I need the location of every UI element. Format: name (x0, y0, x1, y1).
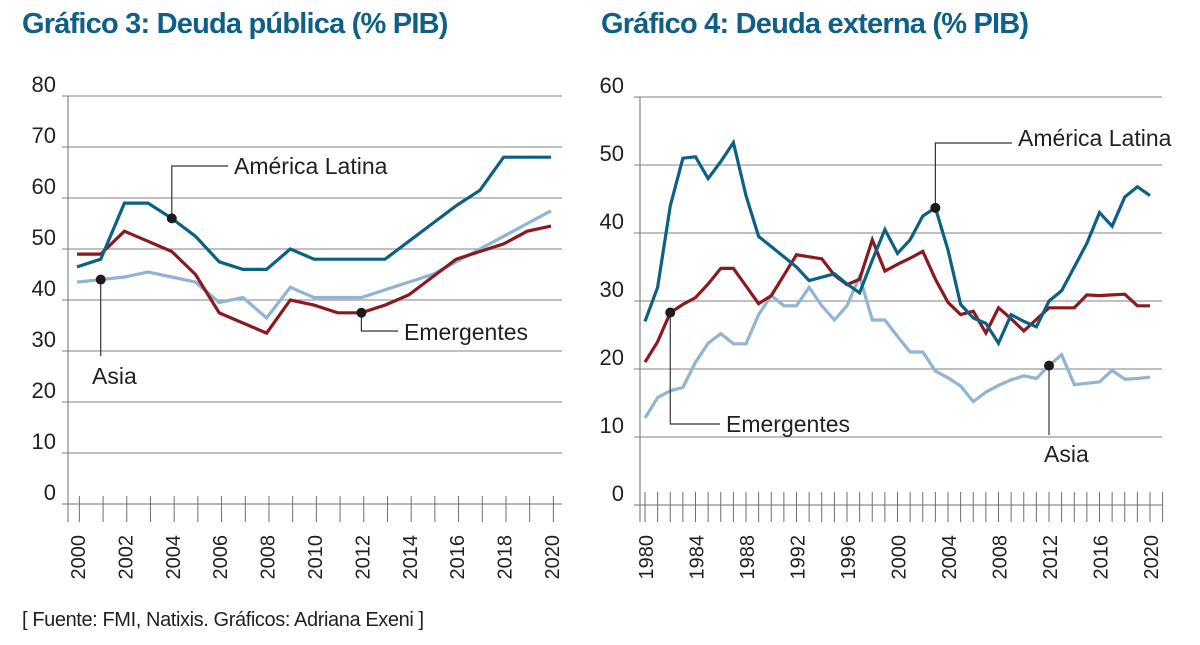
series-line-emergentes (77, 224, 552, 336)
source-caption: [ Fuente: FMI, Natixis. Gráficos: Adrian… (22, 609, 424, 631)
annotation-leader (934, 142, 1012, 208)
y-tick-label: 10 (32, 429, 56, 454)
x-tick-label: 2010 (305, 535, 327, 580)
y-tick-label: 60 (32, 174, 56, 199)
annotation-dot (95, 274, 106, 285)
annotation-label: Emergentes (726, 411, 850, 437)
x-tick-label: 1984 (687, 535, 709, 580)
x-tick-label: 2020 (542, 535, 564, 580)
annotation-leader (171, 165, 228, 219)
y-tick-label: 60 (600, 73, 624, 98)
x-tick-label: 1988 (737, 535, 759, 580)
x-tick-label: 2016 (1091, 535, 1113, 580)
y-tick-label: 50 (32, 225, 56, 250)
annotation-label: América Latina (234, 153, 388, 179)
x-tick-label: 2000 (68, 535, 90, 580)
x-tick-label: 1996 (838, 535, 860, 580)
y-tick-label: 40 (600, 209, 624, 234)
series-line-asia (643, 271, 1151, 419)
y-tick-label: 30 (600, 277, 624, 302)
y-tick-label: 20 (32, 378, 56, 403)
x-tick-label: 2008 (990, 535, 1012, 580)
x-tick-label: 2018 (495, 535, 517, 580)
annotation-dot (930, 202, 941, 213)
annotation-label: América Latina (1018, 125, 1172, 151)
x-tick-label: 2016 (447, 535, 469, 580)
y-tick-label: 10 (600, 413, 624, 438)
y-tick-label: 50 (600, 141, 624, 166)
y-tick-label: 70 (32, 123, 56, 148)
x-tick-label: 2020 (1141, 535, 1163, 580)
x-tick-label: 2002 (115, 535, 137, 580)
series-line-america-latina (643, 138, 1151, 347)
x-tick-label: 2004 (163, 535, 185, 580)
chart-4: 0 10 20 30 40 50 60 1980 1984 1988 1992 1996 2000 200… (600, 73, 1172, 580)
annotation-label: Asia (1044, 441, 1089, 467)
annotation-label: Asia (92, 363, 137, 389)
chart-3-title: Gráfico 3: Deuda pública (% PIB) (22, 8, 448, 40)
annotation-leader (360, 312, 398, 332)
chart-4-title: Gráfico 4: Deuda externa (% PIB) (601, 8, 1029, 40)
annotation-dot (166, 213, 177, 224)
x-tick-label: 2006 (210, 535, 232, 580)
x-tick-label: 2012 (1040, 535, 1062, 580)
x-tick-label: 2012 (352, 535, 374, 580)
annotation-leader (669, 312, 720, 425)
x-tick-label: 2004 (939, 535, 961, 580)
y-tick-label: 80 (32, 72, 56, 97)
x-tick-label: 1992 (788, 535, 810, 580)
annotation-dot (1044, 360, 1054, 371)
annotation-dot (356, 307, 367, 318)
series-line-america-latina (76, 155, 551, 271)
y-tick-label: 40 (32, 276, 56, 301)
chart-3: 0 10 20 30 40 50 60 70 80 2000 2002 2004 2006 2008 201… (32, 72, 564, 580)
x-tick-label: 1980 (636, 535, 658, 580)
x-tick-label: 2014 (400, 535, 422, 580)
x-tick-label: 2000 (889, 535, 911, 580)
y-tick-label: 0 (612, 481, 624, 506)
annotation-dot (665, 307, 676, 318)
y-tick-label: 30 (32, 327, 56, 352)
y-tick-label: 20 (600, 345, 624, 370)
y-tick-label: 0 (44, 480, 56, 505)
x-tick-label: 2008 (258, 535, 280, 580)
series-line-emergentes (643, 235, 1150, 364)
series-line-asia (76, 209, 552, 321)
annotation-label: Emergentes (404, 319, 528, 345)
